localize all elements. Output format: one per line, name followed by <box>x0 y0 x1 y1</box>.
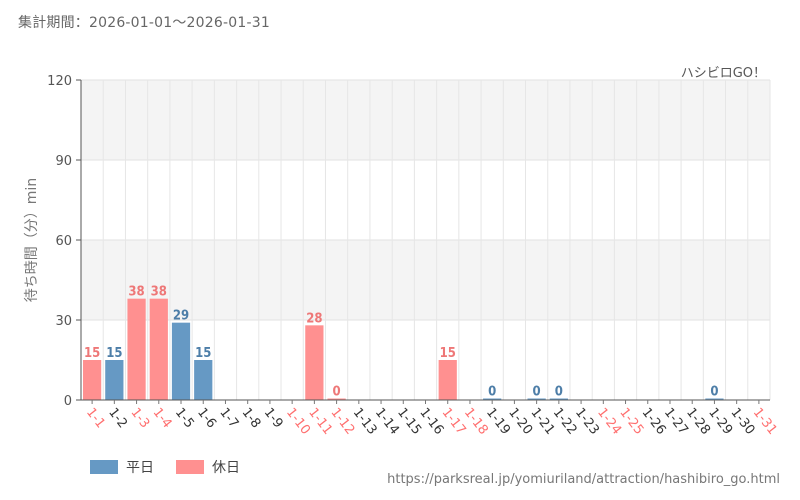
source-url: https://parksreal.jp/yomiuriland/attract… <box>387 472 780 487</box>
bar <box>83 360 102 400</box>
bar <box>327 398 346 400</box>
x-tick-label: 1-9 <box>261 405 286 431</box>
legend-item-holiday[interactable]: 休日 <box>176 457 240 477</box>
bar <box>305 325 324 400</box>
bar <box>549 398 568 400</box>
x-tick-label: 1-17 <box>439 405 469 437</box>
x-tick-label: 1-5 <box>172 405 197 431</box>
x-tick-label: 1-12 <box>327 405 357 437</box>
bar <box>483 398 502 400</box>
bar <box>149 298 168 400</box>
bar <box>127 298 146 400</box>
plot-band <box>81 160 770 240</box>
y-tick-label: 60 <box>55 234 72 249</box>
data-label: 38 <box>151 285 167 300</box>
data-label: 15 <box>440 346 456 361</box>
legend-label-weekday: 平日 <box>126 460 154 476</box>
x-tick-label: 1-29 <box>705 405 735 437</box>
x-tick-label: 1-27 <box>661 405 691 437</box>
bar <box>438 360 457 400</box>
x-tick-label: 1-22 <box>550 405 580 437</box>
plot-bands <box>81 80 770 400</box>
y-tick-label: 0 <box>64 394 72 409</box>
legend: 平日 休日 <box>90 457 240 477</box>
plot-band <box>81 80 770 160</box>
y-tick-label: 120 <box>47 74 72 89</box>
x-tick-label: 1-10 <box>283 405 313 437</box>
data-label: 0 <box>333 385 341 400</box>
x-tick-label: 1-3 <box>127 405 152 431</box>
x-tick-label: 1-18 <box>461 405 491 437</box>
plot-band <box>81 240 770 320</box>
x-tick-label: 1-25 <box>616 405 646 437</box>
x-tick-label: 1-15 <box>394 405 424 437</box>
x-ticks: 1-11-21-31-41-51-61-71-81-91-101-111-121… <box>83 400 780 438</box>
y-tick-label: 30 <box>55 314 72 329</box>
data-label: 15 <box>106 346 122 361</box>
bar <box>194 360 213 400</box>
y-axis-label: 待ち時間（分）min <box>24 178 40 302</box>
x-tick-label: 1-31 <box>750 405 780 437</box>
legend-swatch-holiday <box>176 460 204 474</box>
x-tick-label: 1-23 <box>572 405 602 437</box>
data-label: 38 <box>128 285 144 300</box>
x-tick-label: 1-1 <box>83 405 108 431</box>
x-tick-label: 1-20 <box>505 405 535 437</box>
x-tick-label: 1-7 <box>216 405 241 431</box>
y-tick-label: 90 <box>55 154 72 169</box>
x-tick-label: 1-30 <box>728 405 758 437</box>
x-tick-label: 1-6 <box>194 405 219 431</box>
data-label: 0 <box>533 385 541 400</box>
data-label: 0 <box>555 385 563 400</box>
data-label: 29 <box>173 309 189 324</box>
bars <box>83 298 724 400</box>
x-tick-label: 1-16 <box>416 405 446 437</box>
y-ticks: 0 30 60 90 120 <box>47 74 81 409</box>
x-tick-label: 1-8 <box>239 405 264 431</box>
x-tick-label: 1-26 <box>639 405 669 437</box>
x-tick-label: 1-2 <box>105 405 130 431</box>
data-label: 0 <box>710 385 718 400</box>
data-label: 15 <box>195 346 211 361</box>
x-tick-label: 1-11 <box>305 405 335 437</box>
x-tick-label: 1-14 <box>372 405 402 437</box>
x-tick-label: 1-13 <box>350 405 380 437</box>
x-tick-label: 1-19 <box>483 405 513 437</box>
grid-lines <box>80 79 771 400</box>
data-label: 28 <box>306 311 322 326</box>
legend-item-weekday[interactable]: 平日 <box>90 457 154 477</box>
attraction-name: ハシビロGO！ <box>680 66 766 81</box>
x-tick-label: 1-21 <box>527 405 557 437</box>
bar <box>171 322 191 400</box>
bar <box>705 398 724 400</box>
x-tick-label: 1-4 <box>150 405 175 431</box>
bar <box>527 398 546 400</box>
data-label: 15 <box>84 346 100 361</box>
data-label: 0 <box>488 385 496 400</box>
bar <box>105 360 124 400</box>
legend-label-holiday: 休日 <box>212 460 240 476</box>
legend-swatch-weekday <box>90 460 118 474</box>
period-label: 集計期間：2026-01-01～2026-01-31 <box>18 15 270 31</box>
x-tick-label: 1-24 <box>594 405 624 437</box>
x-tick-label: 1-28 <box>683 405 713 437</box>
